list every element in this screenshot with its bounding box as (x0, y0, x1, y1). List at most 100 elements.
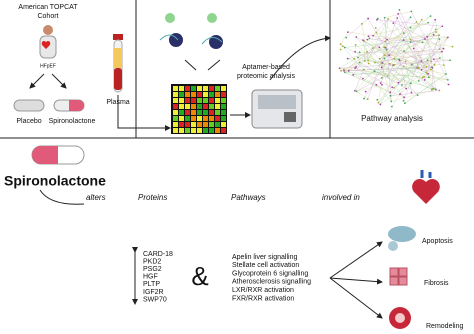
network-node (357, 56, 359, 59)
step-label: involved in (322, 193, 360, 202)
network-edge (427, 60, 433, 90)
array-spot (185, 92, 190, 97)
network-node (423, 38, 426, 40)
network-edge (355, 44, 418, 96)
array-spot (185, 104, 190, 109)
network-node (415, 21, 418, 23)
network-edge (411, 51, 443, 65)
network-node (363, 97, 366, 100)
network-edge (354, 67, 393, 88)
array-spot (179, 110, 184, 115)
outcome-icons (388, 226, 416, 329)
network-node (391, 86, 394, 89)
network-node (352, 73, 355, 76)
network-edge (426, 57, 440, 73)
array-spot (191, 110, 196, 115)
tube-icon (113, 34, 123, 93)
network-node (338, 67, 341, 70)
array-spot (215, 92, 220, 97)
network-node (438, 57, 441, 59)
network-node (343, 46, 346, 49)
network-node (427, 21, 430, 24)
network-edge (356, 77, 382, 92)
network-node (390, 100, 393, 103)
network-node (353, 89, 356, 92)
network-node (451, 45, 454, 48)
arrow (39, 189, 85, 205)
network-edge (398, 29, 436, 83)
array-spot (173, 92, 178, 97)
network-node (375, 83, 378, 86)
network-edge (375, 27, 436, 90)
array-spot (191, 116, 196, 121)
network-node (383, 16, 386, 19)
network-node (374, 27, 377, 29)
array-spot (221, 110, 226, 115)
network-node (383, 57, 386, 60)
network-edge (363, 40, 449, 85)
network-node (416, 94, 419, 96)
network-node (386, 75, 389, 77)
pathway-label: Apelin liver signalling (232, 254, 297, 261)
network-edge (391, 89, 436, 102)
network-node (354, 44, 357, 46)
protein-label: SWP70 (143, 296, 167, 303)
network-node (389, 91, 392, 94)
network-edge (374, 71, 436, 90)
network-node (442, 47, 445, 50)
network-edge (361, 23, 369, 64)
network-node (409, 26, 412, 29)
network-node (409, 38, 412, 41)
network-edge (388, 18, 444, 49)
network-node (389, 94, 392, 97)
network-edge (344, 27, 411, 73)
network-edge (353, 67, 418, 76)
network-node (379, 82, 382, 84)
network-edge (367, 18, 390, 56)
outcome-label: Apoptosis (422, 238, 453, 245)
array-spot (173, 122, 178, 127)
network-node (399, 93, 401, 95)
network-node (421, 41, 424, 44)
network-node (426, 35, 429, 38)
network-node (403, 32, 405, 35)
network-edge (379, 41, 411, 59)
array-spot (221, 128, 226, 133)
array-spot (179, 122, 184, 127)
network-node (380, 62, 383, 65)
protein-label: PSG2 (143, 266, 162, 273)
network-edge (411, 64, 418, 68)
network-edge (353, 48, 373, 75)
drug-label: Spironolactone (4, 173, 106, 189)
network-node (362, 68, 365, 71)
network-node (438, 89, 441, 92)
network-edge (362, 39, 440, 91)
microarray (171, 84, 227, 134)
array-spot (221, 116, 226, 121)
array-spot (221, 98, 226, 103)
network-node (404, 102, 406, 105)
network-edge (410, 35, 440, 40)
array-spot (197, 98, 202, 103)
array-spot (191, 104, 196, 109)
pathway-label: Glycoprotein 6 signalling (232, 270, 308, 277)
network-node (446, 36, 449, 39)
network-node (388, 54, 391, 57)
protein-label: PLTP (143, 281, 160, 288)
network-edge (372, 17, 411, 49)
array-spot (173, 104, 178, 109)
array-spot (185, 86, 190, 91)
network-node (445, 73, 447, 75)
array-spot (203, 122, 208, 127)
network-edge (403, 19, 436, 101)
network-node (438, 38, 441, 40)
network-edge (387, 39, 423, 43)
network-edge (384, 54, 427, 73)
array-spot (179, 86, 184, 91)
network-node (347, 70, 350, 72)
fan-arrows (329, 241, 383, 319)
network-edge (367, 35, 440, 40)
network-node (409, 16, 412, 19)
network-edge (344, 37, 448, 48)
